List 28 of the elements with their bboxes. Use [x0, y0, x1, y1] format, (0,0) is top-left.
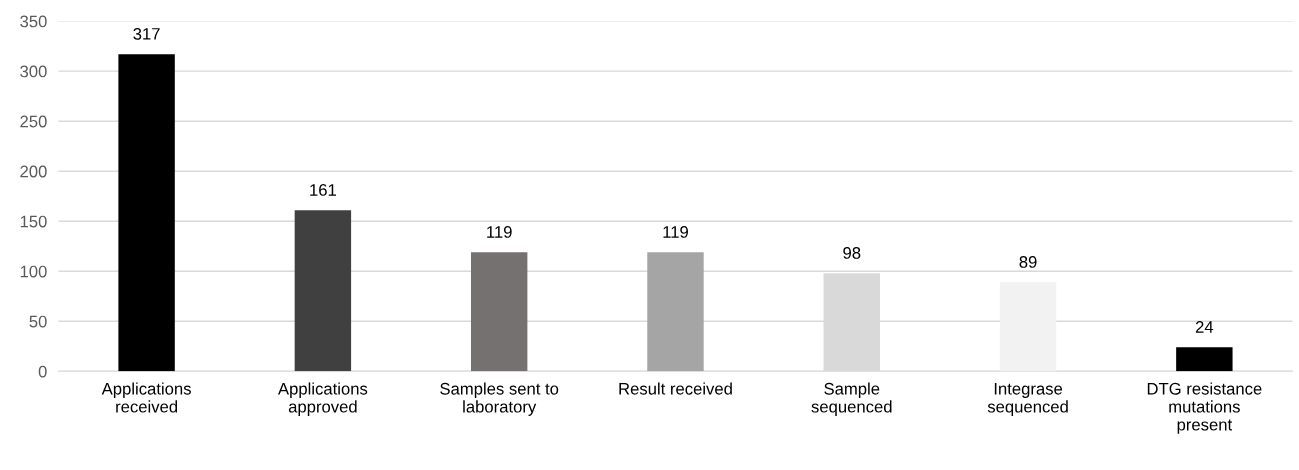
data-label: 119 — [487, 226, 512, 238]
x-tick-label: Result received — [619, 382, 732, 395]
bar — [470, 252, 528, 372]
x-tick-label: Samples sent to laboratory — [440, 382, 559, 416]
y-tick-label: 0 — [38, 365, 47, 378]
data-label: 98 — [843, 247, 861, 259]
y-tick-label: 100 — [20, 265, 47, 278]
x-tick-label: DTG resistance mutations present — [1147, 382, 1262, 434]
data-label: 89 — [1019, 256, 1037, 268]
bar — [118, 54, 175, 372]
x-tick-label: Applications approved — [278, 382, 368, 416]
bar — [999, 282, 1057, 372]
data-label: 161 — [310, 184, 336, 196]
data-label: 24 — [1195, 321, 1214, 333]
bar — [647, 252, 704, 372]
data-label: 119 — [663, 226, 688, 238]
y-tick-label: 50 — [29, 315, 47, 328]
y-tick-label: 150 — [20, 215, 47, 228]
bar — [294, 210, 352, 372]
y-tick-label: 350 — [20, 15, 47, 28]
bar — [1176, 347, 1233, 372]
x-tick-label: Integrase sequenced — [987, 383, 1068, 416]
x-tick-label: Sample sequenced — [811, 382, 892, 416]
data-label: 317 — [133, 27, 160, 40]
y-tick-label: 250 — [20, 115, 47, 128]
y-tick-label: 300 — [20, 65, 47, 78]
y-tick-label: 200 — [20, 165, 47, 178]
x-tick-label: Applications received — [101, 382, 191, 413]
